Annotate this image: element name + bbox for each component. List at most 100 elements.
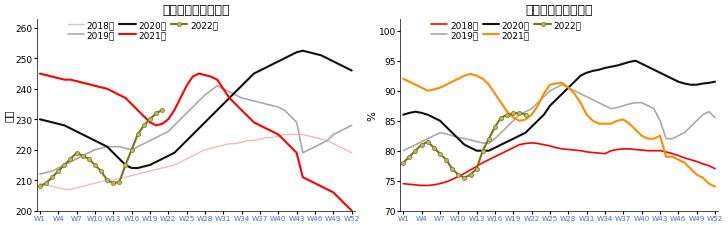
2021年: [182, 85, 191, 88]
2022年: [48, 176, 57, 179]
2022年: [478, 150, 487, 152]
2019年: [545, 90, 554, 93]
2018年: [232, 143, 240, 145]
2022年: [515, 112, 523, 115]
2020年: [711, 81, 719, 84]
2019年: [509, 120, 518, 122]
2022年: [485, 138, 494, 140]
2022年: [411, 150, 420, 152]
2022年: [454, 173, 463, 176]
2021年: [552, 83, 561, 86]
2022年: [109, 182, 118, 185]
2022年: [103, 179, 111, 182]
2022年: [405, 156, 414, 158]
2019年: [595, 102, 604, 105]
2022年: [424, 141, 432, 143]
2022年: [97, 170, 106, 173]
2021年: [515, 120, 523, 122]
2018年: [36, 182, 44, 185]
2022年: [115, 181, 124, 183]
2021年: [347, 209, 356, 212]
2019年: [399, 150, 408, 152]
Line: 2021年: 2021年: [40, 74, 352, 211]
2018年: [576, 150, 585, 152]
2018年: [243, 140, 252, 142]
Legend: 2018年, 2019年, 2020年, 2021年, 2022年: 2018年, 2019年, 2020年, 2021年, 2022年: [430, 20, 582, 41]
Y-axis label: 万吨: 万吨: [4, 109, 14, 122]
2022年: [127, 149, 136, 151]
2021年: [146, 122, 154, 124]
2022年: [460, 177, 469, 179]
2020年: [631, 60, 640, 63]
2020年: [472, 150, 481, 152]
2018年: [207, 147, 215, 150]
2022年: [151, 112, 160, 115]
Legend: 2018年, 2019年, 2020年, 2021年, 2022年: 2018年, 2019年, 2020年, 2021年, 2022年: [67, 20, 219, 41]
2020年: [515, 135, 523, 137]
2019年: [232, 94, 240, 97]
2021年: [237, 109, 246, 112]
2018年: [601, 153, 609, 155]
2020年: [595, 69, 604, 72]
2018年: [189, 155, 197, 157]
2021年: [424, 90, 432, 93]
2019年: [182, 112, 191, 115]
Line: 2019年: 2019年: [403, 85, 715, 151]
2021年: [36, 73, 44, 76]
2018年: [347, 152, 356, 154]
2018年: [711, 168, 719, 170]
2018年: [151, 169, 160, 171]
2020年: [552, 99, 561, 102]
2022年: [472, 168, 481, 170]
2021年: [399, 78, 408, 81]
2018年: [399, 182, 408, 185]
Line: 2021年: 2021年: [403, 74, 715, 187]
2022年: [133, 134, 142, 136]
2022年: [54, 170, 63, 173]
2022年: [36, 185, 44, 188]
2021年: [595, 123, 604, 126]
2018年: [280, 134, 289, 136]
2019年: [243, 99, 252, 101]
2022年: [140, 124, 149, 127]
2019年: [146, 140, 154, 142]
2019年: [424, 138, 432, 140]
2020年: [189, 134, 197, 136]
2022年: [84, 158, 93, 160]
2022年: [72, 152, 81, 154]
2022年: [435, 153, 444, 155]
2018年: [66, 188, 75, 191]
2020年: [127, 167, 136, 170]
2022年: [66, 158, 75, 160]
2018年: [558, 148, 566, 151]
2020年: [298, 50, 307, 53]
2022年: [79, 155, 87, 157]
Line: 2022年: 2022年: [401, 111, 528, 180]
Line: 2019年: 2019年: [40, 86, 352, 174]
2019年: [558, 84, 566, 87]
2022年: [417, 144, 426, 146]
2022年: [509, 113, 518, 115]
2019年: [329, 134, 338, 136]
2021年: [606, 123, 615, 126]
2020年: [36, 118, 44, 121]
2019年: [36, 173, 44, 176]
2021年: [711, 185, 719, 188]
2021年: [466, 73, 475, 76]
2021年: [323, 188, 331, 191]
2020年: [347, 70, 356, 72]
Line: 2020年: 2020年: [40, 52, 352, 168]
2018年: [515, 144, 523, 146]
2022年: [496, 117, 505, 119]
2022年: [491, 126, 499, 128]
2019年: [213, 85, 221, 88]
2018年: [417, 184, 426, 187]
2022年: [158, 109, 167, 112]
2022年: [121, 164, 130, 166]
2020年: [243, 79, 252, 82]
2022年: [90, 164, 99, 166]
Line: 2022年: 2022年: [38, 108, 165, 189]
2022年: [60, 164, 68, 166]
2022年: [448, 168, 456, 170]
Line: 2020年: 2020年: [403, 61, 715, 151]
